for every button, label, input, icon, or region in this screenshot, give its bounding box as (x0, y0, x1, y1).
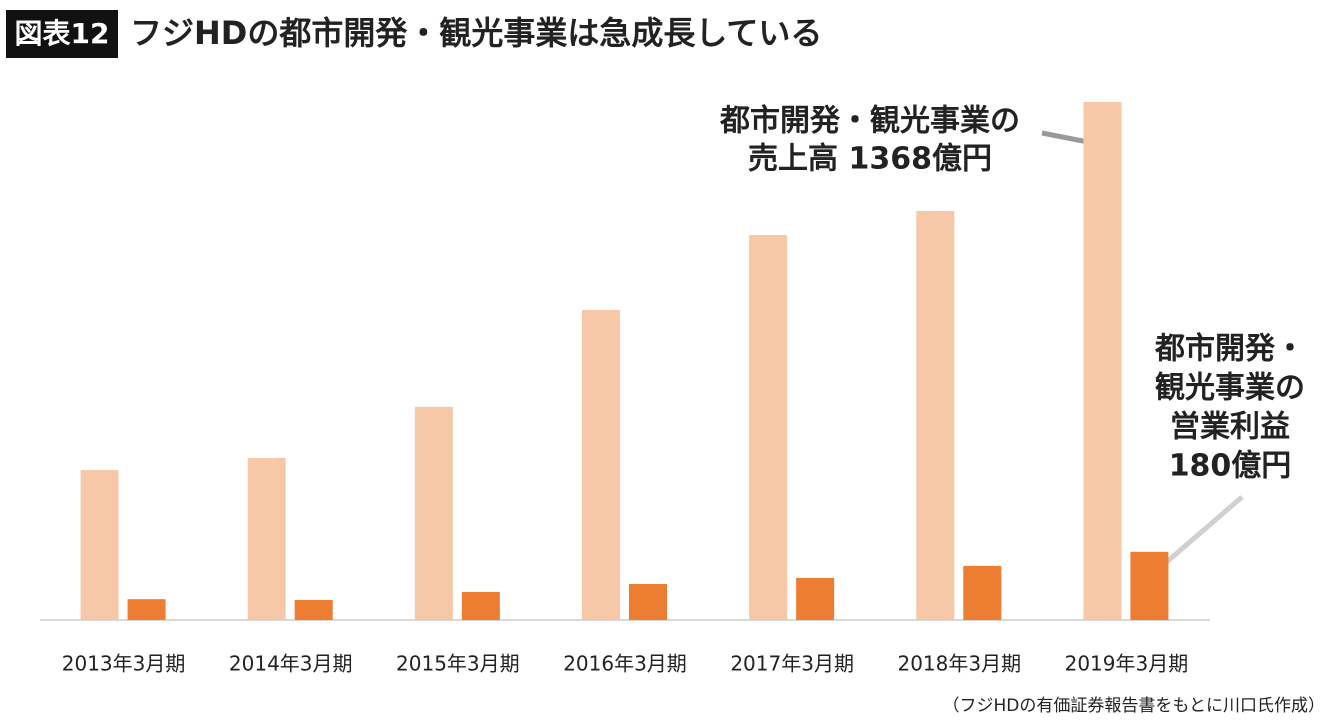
bar (963, 565, 1002, 620)
x-tick-label: 2016年3月期 (563, 652, 687, 676)
annotation: 観光事業の (1155, 371, 1305, 406)
annotation: 営業利益 (1170, 410, 1290, 445)
badge: 図表12 (15, 17, 110, 50)
bar (294, 599, 333, 620)
bar (629, 584, 667, 620)
bar (80, 470, 119, 620)
leader-line (1160, 495, 1244, 568)
chart-title: フジHDの都市開発・観光事業は急成長している (130, 14, 822, 52)
x-tick-label: 2015年3月期 (396, 652, 520, 676)
x-tick-label: 2019年3月期 (1065, 652, 1189, 676)
source: （フジHDの有価証券報告書をもとに川口氏作成） (942, 696, 1325, 716)
annotation: 都市開発・ (1154, 332, 1305, 367)
leader-line (1041, 130, 1089, 145)
bar (127, 599, 166, 620)
bar (582, 309, 620, 620)
badge-bg (6, 10, 118, 58)
bar (461, 591, 500, 620)
bar (414, 406, 453, 620)
annotation: 売上高 1368億円 (748, 142, 992, 177)
annotation: 180億円 (1169, 449, 1292, 484)
bar (916, 211, 955, 621)
x-tick-label: 2018年3月期 (897, 652, 1021, 676)
x-tick-label: 2014年3月期 (229, 652, 353, 676)
bar (749, 234, 788, 620)
bar (1130, 551, 1169, 620)
bar (247, 457, 286, 620)
annotation: 都市開発・観光事業の (719, 104, 1020, 139)
x-tick-label: 2017年3月期 (730, 652, 854, 676)
x-tick-label: 2013年3月期 (62, 652, 186, 676)
bar (796, 577, 835, 620)
bar (1083, 102, 1122, 620)
